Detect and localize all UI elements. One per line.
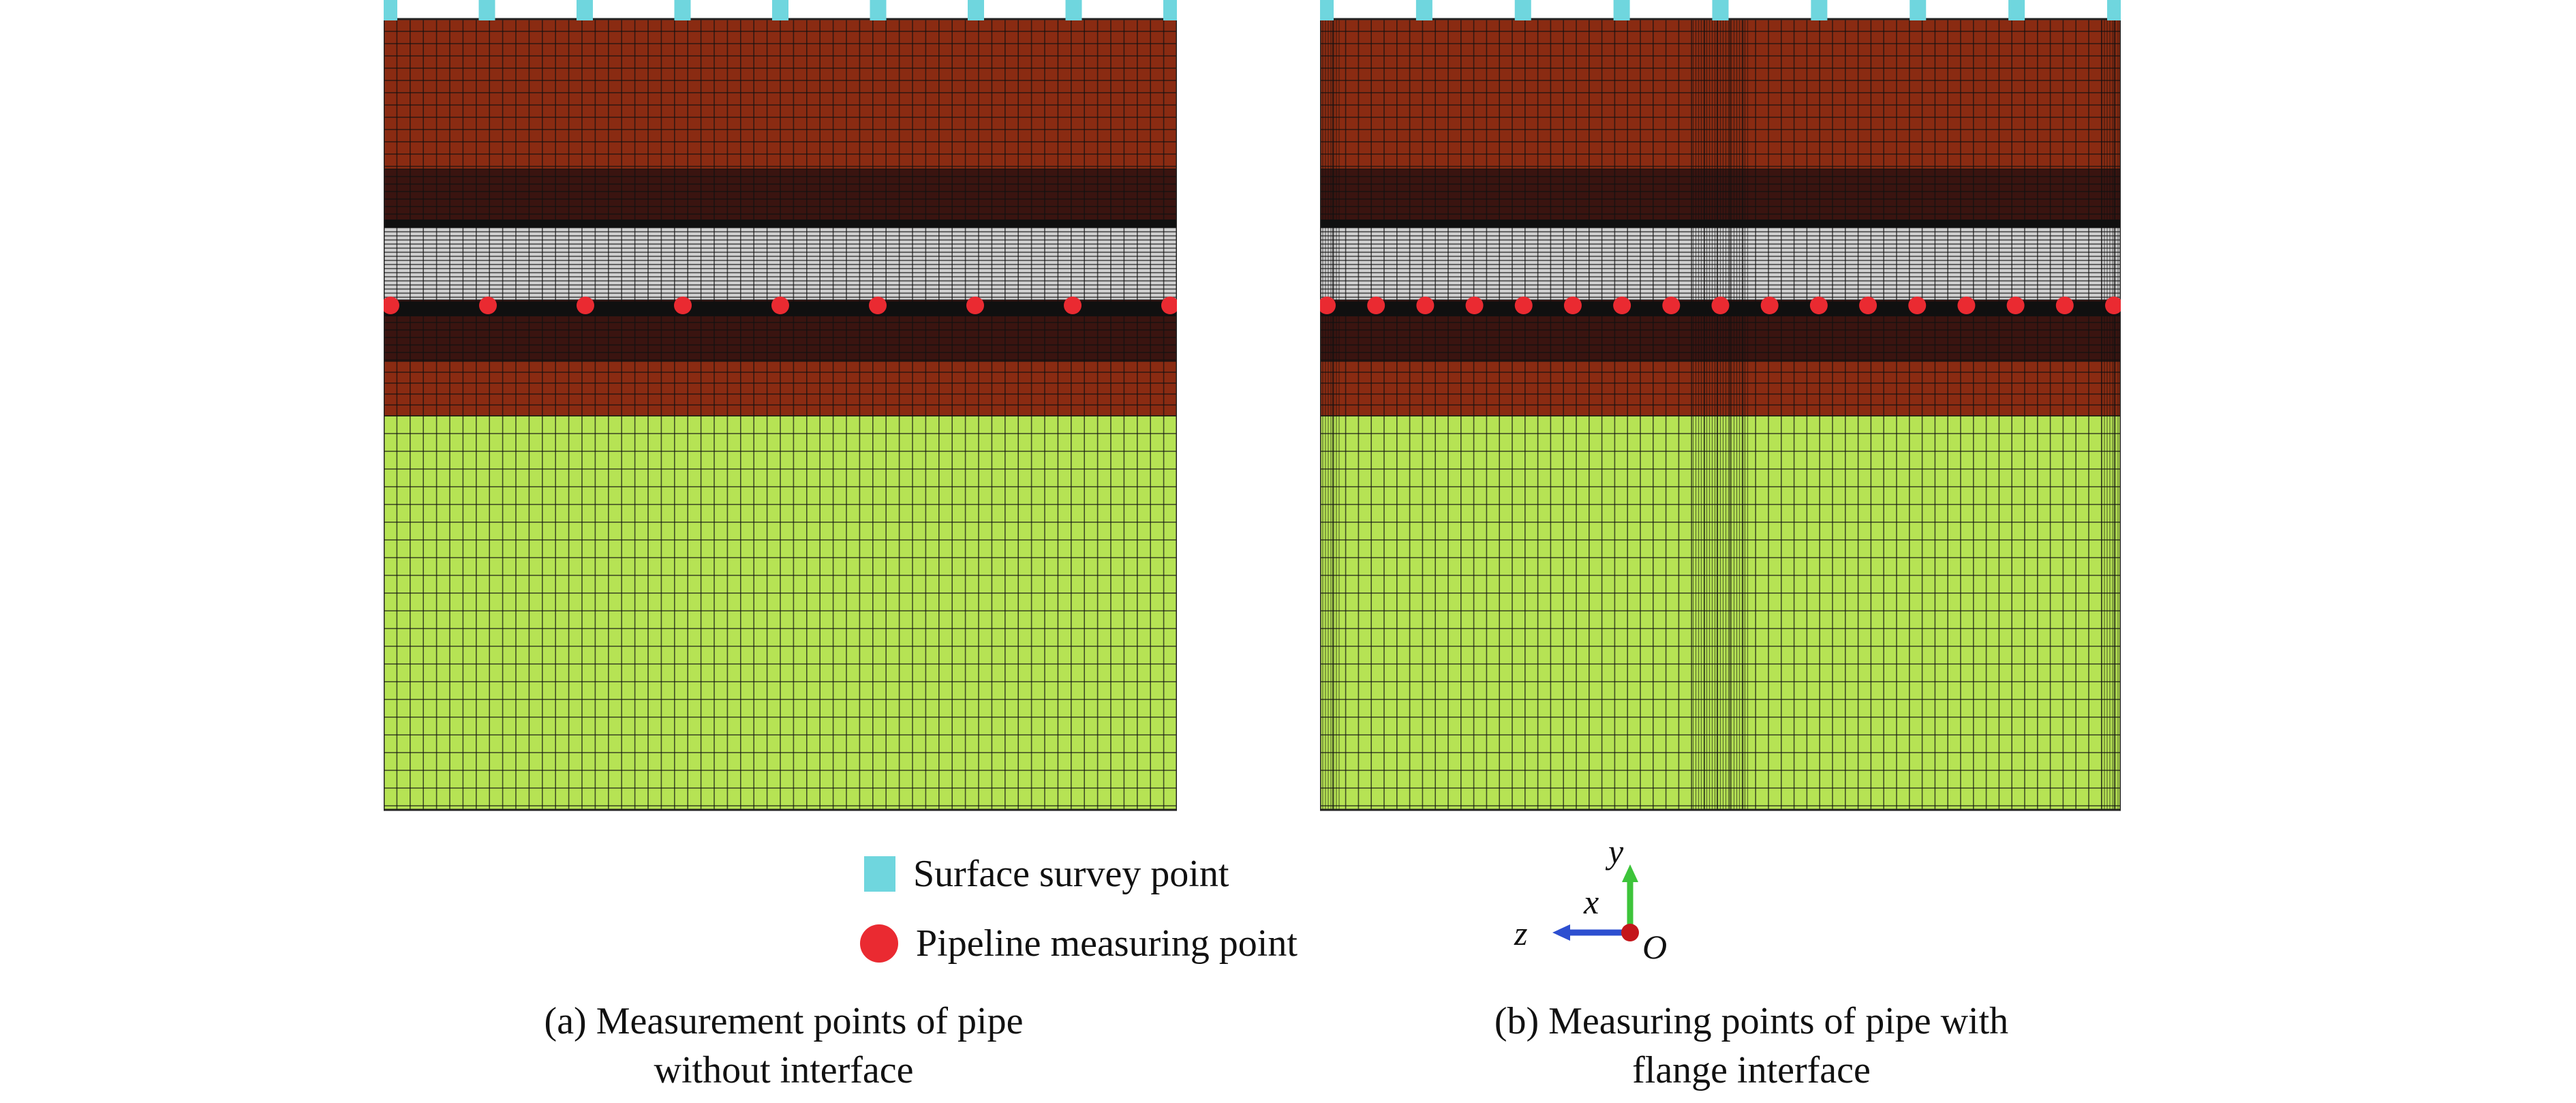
pipeline-measuring-point — [1613, 297, 1631, 314]
surface-survey-point — [1910, 0, 1927, 20]
axis-origin-label: O — [1642, 928, 1668, 966]
surface-survey-point — [1065, 0, 1082, 20]
axes-arrows-icon — [1552, 864, 1639, 941]
pipeline-measuring-point — [2105, 297, 2121, 314]
pipeline-measuring-point — [1957, 297, 1976, 314]
pipeline-measuring-point — [1320, 297, 1336, 314]
surface-survey-point — [1514, 0, 1531, 20]
pipeline-measuring-point — [869, 297, 887, 314]
caption-a-line2: without interface — [654, 1049, 914, 1091]
legend-pipeline-label: Pipeline measuring point — [916, 922, 1298, 965]
pipeline-measuring-point — [577, 297, 594, 314]
pipeline-measuring-point — [1809, 297, 1828, 314]
surface-survey-point — [674, 0, 691, 20]
pipeline-measuring-point — [479, 297, 497, 314]
pipeline-measuring-point — [1760, 297, 1779, 314]
surface-survey-point — [1712, 0, 1729, 20]
caption-b-line2: flange interface — [1632, 1049, 1871, 1091]
surface-survey-point — [870, 0, 887, 20]
pipeline-measuring-point — [1514, 297, 1533, 314]
pipeline-measuring-point — [1367, 297, 1385, 314]
pipeline-measuring-point — [384, 297, 399, 314]
axis-z-label: z — [1514, 914, 1528, 952]
mesh-figure-a — [384, 0, 1177, 811]
pipeline-measuring-point — [1563, 297, 1582, 314]
pipeline-measuring-point — [2006, 297, 2025, 314]
surface-survey-point — [772, 0, 788, 20]
mesh-panel-b — [1320, 0, 2121, 813]
surface-point-swatch-icon — [864, 856, 895, 892]
surface-survey-point — [1613, 0, 1630, 20]
pipeline-measuring-point — [771, 297, 789, 314]
legend-pipeline: Pipeline measuring point — [860, 922, 1298, 965]
pipeline-measuring-point — [1416, 297, 1435, 314]
legend-surface-label: Surface survey point — [913, 853, 1229, 895]
surface-survey-point — [577, 0, 593, 20]
surface-survey-point — [1320, 0, 1334, 20]
pipeline-measuring-point — [1161, 297, 1177, 314]
caption-b-line1: (b) Measuring points of pipe with — [1494, 1000, 2009, 1042]
pipeline-measuring-point — [1859, 297, 1877, 314]
pipe-top-edge — [384, 220, 1177, 228]
mesh-grid — [384, 18, 1177, 810]
coordinate-axes: y x z O — [1513, 832, 1676, 966]
surface-survey-point — [478, 0, 495, 20]
caption-a-line1: (a) Measurement points of pipe — [544, 1000, 1024, 1042]
surface-survey-point — [968, 0, 984, 20]
pipeline-measuring-point — [674, 297, 692, 314]
pipeline-measuring-point — [2055, 297, 2074, 314]
surface-survey-point — [2008, 0, 2025, 20]
axis-x-label: x — [1584, 883, 1599, 921]
pipeline-point-swatch-icon — [860, 924, 898, 963]
surface-survey-point — [1415, 0, 1432, 20]
mesh-panel-a — [384, 0, 1177, 813]
axis-y-label: y — [1608, 832, 1624, 871]
mesh-figure-b — [1320, 0, 2121, 811]
surface-survey-point — [384, 0, 397, 20]
pipeline-measuring-point — [1711, 297, 1730, 314]
surface-survey-point — [1811, 0, 1828, 20]
pipeline-measuring-point — [1908, 297, 1927, 314]
surface-survey-point — [2107, 0, 2121, 20]
pipeline-measuring-point — [966, 297, 984, 314]
caption-a: (a) Measurement points of pipe without i… — [450, 997, 1118, 1095]
pipe-top-edge — [1320, 220, 2121, 228]
legend-surface: Surface survey point — [864, 852, 1229, 896]
caption-b: (b) Measuring points of pipe with flange… — [1390, 997, 2113, 1095]
pipeline-measuring-point — [1465, 297, 1484, 314]
pipeline-measuring-point — [1064, 297, 1082, 314]
pipeline-measuring-point — [1662, 297, 1681, 314]
surface-survey-point — [1163, 0, 1177, 20]
